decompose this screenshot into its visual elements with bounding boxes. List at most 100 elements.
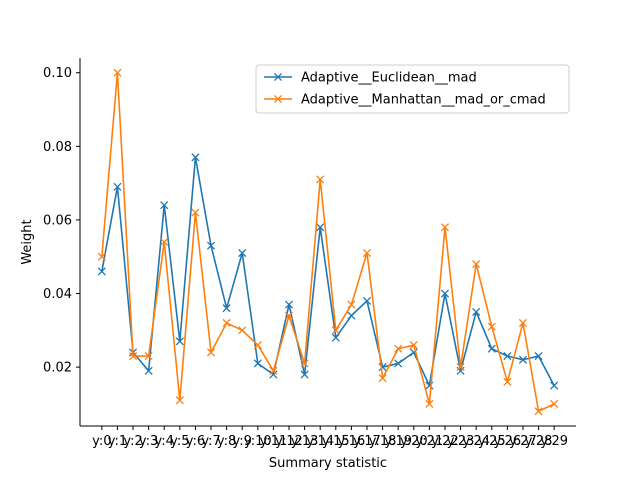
- data-point-marker: [362, 248, 372, 258]
- y-tick-label: 0.08: [43, 140, 72, 155]
- data-point-marker: [331, 326, 340, 335]
- legend-marker: [273, 72, 283, 82]
- data-point-marker: [472, 260, 481, 269]
- data-point-marker: [128, 352, 138, 361]
- legend-marker: [273, 94, 283, 104]
- data-point-marker: [440, 289, 450, 298]
- x-tick-label: y:2: [123, 434, 142, 449]
- x-tick-label: y:17: [353, 434, 381, 449]
- data-point-marker: [238, 326, 247, 335]
- data-point-marker: [347, 311, 356, 320]
- data-point-marker: [409, 340, 418, 350]
- axes: [79, 58, 576, 427]
- x-axis-title: Summary statistic: [269, 456, 387, 471]
- data-point-marker: [472, 307, 481, 316]
- x-tick-label: y:18: [369, 434, 397, 449]
- x-tick-label: y:27: [509, 434, 537, 449]
- data-point-marker: [550, 381, 559, 390]
- data-point-marker: [284, 311, 294, 320]
- data-point-marker: [316, 223, 325, 232]
- x-tick-label: y:0: [92, 434, 111, 449]
- x-tick-label: y:14: [306, 434, 334, 449]
- data-point-marker: [269, 370, 278, 379]
- data-point-marker: [331, 333, 340, 342]
- x-tick-label: y:11: [260, 434, 288, 449]
- x-tick-label: y:13: [291, 434, 319, 449]
- x-tick-label: y:28: [525, 434, 553, 449]
- y-axis-ticks: 0.02 0.04 0.06 0.08 0.10: [43, 66, 80, 376]
- data-point-marker: [269, 366, 278, 375]
- data-point-marker: [487, 322, 496, 331]
- data-point-marker: [503, 352, 512, 361]
- x-tick-label: y:16: [338, 434, 366, 449]
- data-point-marker: [160, 201, 169, 210]
- data-point-marker: [253, 359, 262, 368]
- data-point-marker: [362, 296, 372, 305]
- series-2: [97, 68, 559, 416]
- x-tick-label: y:15: [322, 434, 350, 449]
- y-tick-label: 0.10: [43, 66, 72, 81]
- data-point-marker: [440, 223, 450, 232]
- x-tick-label: y:23: [447, 434, 475, 449]
- x-tick-label: y:22: [431, 434, 459, 449]
- data-point-marker: [316, 175, 325, 184]
- x-tick-label: y:6: [186, 434, 205, 449]
- data-point-marker: [97, 252, 106, 261]
- data-point-marker: [206, 348, 216, 357]
- data-point-marker: [518, 318, 528, 328]
- data-point-marker: [113, 68, 122, 77]
- x-tick-label: y:3: [139, 434, 158, 449]
- data-point-marker: [456, 363, 465, 372]
- data-point-marker: [284, 300, 294, 309]
- series-line: [101, 156, 555, 387]
- series-line: [101, 71, 555, 413]
- data-point-marker: [222, 304, 231, 313]
- data-point-marker: [347, 300, 356, 309]
- data-point-marker: [394, 359, 403, 368]
- x-tick-label: y:10: [244, 434, 272, 449]
- x-tick-label: y:1: [108, 434, 127, 449]
- data-point-marker: [534, 352, 543, 361]
- data-point-marker: [238, 248, 247, 258]
- x-tick-label: y:26: [494, 434, 522, 449]
- data-point-marker: [534, 407, 543, 416]
- data-point-marker: [253, 340, 262, 350]
- series-layer: [97, 68, 559, 416]
- y-tick-label: 0.04: [43, 287, 72, 302]
- legend-label: Adaptive__Manhattan__mad_or_cmad: [301, 93, 546, 108]
- x-tick-label: y:8: [217, 434, 236, 449]
- data-point-marker: [191, 153, 200, 162]
- data-point-marker: [378, 374, 387, 383]
- legend-item: Adaptive__Euclidean__mad: [264, 71, 477, 86]
- x-tick-label: y:24: [462, 434, 490, 449]
- x-tick-label: y:9: [233, 434, 252, 449]
- y-tick-label: 0.02: [43, 361, 72, 376]
- data-point-marker: [144, 366, 153, 375]
- x-tick-label: y:5: [170, 434, 189, 449]
- x-tick-label: y:12: [275, 434, 303, 449]
- x-axis-ticks: y:0y:1y:2y:3y:4y:5y:6y:7y:8y:9y:10y:11y:…: [92, 426, 568, 449]
- data-point-marker: [175, 396, 184, 405]
- x-tick-label: y:4: [155, 434, 174, 449]
- legend-box: [255, 64, 570, 114]
- x-tick-label: y:25: [478, 434, 506, 449]
- data-point-marker: [97, 267, 106, 276]
- x-tick-label: y:19: [384, 434, 412, 449]
- data-point-marker: [300, 359, 309, 368]
- y-axis-title: Weight: [20, 219, 35, 264]
- data-point-marker: [113, 182, 122, 191]
- y-tick-label: 0.06: [43, 213, 72, 228]
- data-point-marker: [206, 241, 216, 250]
- data-point-marker: [160, 237, 169, 247]
- legend: Adaptive__Euclidean__mad Adaptive__Manhat…: [255, 64, 570, 114]
- series-1: [97, 153, 559, 390]
- data-point-marker: [191, 208, 200, 217]
- data-point-marker: [456, 366, 465, 375]
- legend-label: Adaptive__Euclidean__mad: [301, 71, 477, 86]
- data-point-marker: [550, 399, 559, 408]
- data-point-marker: [144, 352, 153, 361]
- data-point-marker: [487, 344, 496, 353]
- x-tick-label: y:29: [540, 434, 568, 449]
- data-point-marker: [222, 318, 231, 328]
- x-tick-label: y:20: [400, 434, 428, 449]
